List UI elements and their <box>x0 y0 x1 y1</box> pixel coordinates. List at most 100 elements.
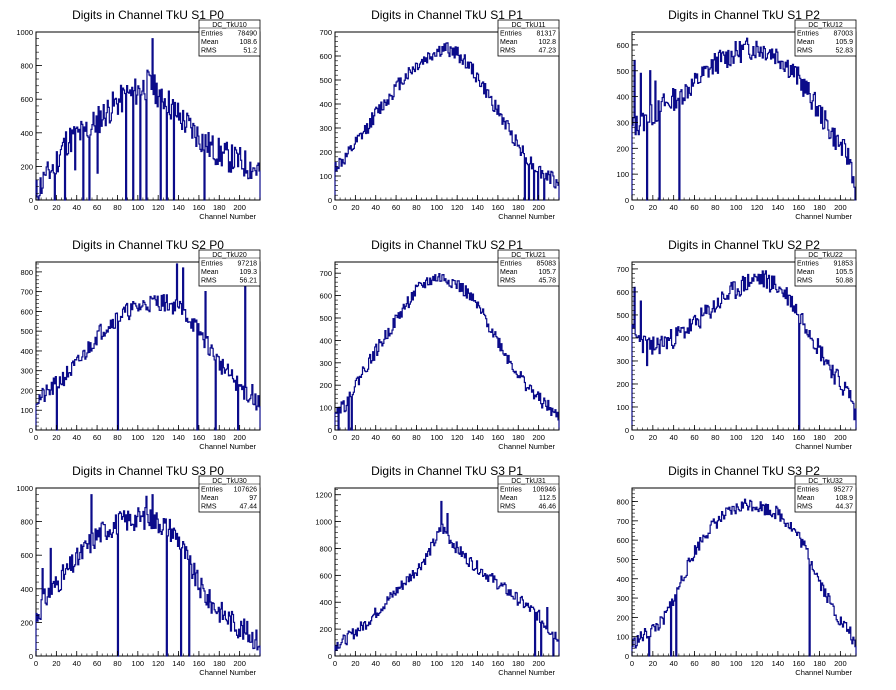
stats-name: DC_TkU22 <box>808 252 843 259</box>
stats-name: DC_TkU30 <box>212 478 247 485</box>
y-tick-label: 400 <box>20 347 33 356</box>
x-tick-label: 180 <box>813 659 826 668</box>
stats-box <box>497 249 560 287</box>
stats-value: 51.2 <box>243 48 257 55</box>
y-tick-label: 100 <box>319 172 332 181</box>
panel-title: Digits in Channel TkU S2 P0 <box>72 238 224 252</box>
y-tick-label: 600 <box>616 536 629 545</box>
stats-key: Entries <box>201 261 223 268</box>
y-tick-label: 500 <box>616 67 629 76</box>
stats-value: 87003 <box>834 31 854 38</box>
y-tick-label: 600 <box>20 95 33 104</box>
x-tick-label: 200 <box>834 659 847 668</box>
histogram-panel: Digits in Channel TkU S2 P0 0 20 40 60 80 100 1… <box>20 238 261 451</box>
x-tick-label: 160 <box>492 203 505 212</box>
x-tick-label: 60 <box>690 433 698 442</box>
histogram-line <box>631 37 857 201</box>
stats-value: 112.5 <box>539 495 556 502</box>
stats-value: 52.83 <box>835 48 853 55</box>
y-tick-label: 500 <box>20 327 33 336</box>
x-tick-label: 60 <box>93 659 101 668</box>
x-axis-label: Channel Number <box>498 668 555 677</box>
x-tick-label: 140 <box>471 659 484 668</box>
stats-value: 106946 <box>533 487 556 494</box>
x-tick-label: 80 <box>711 203 719 212</box>
panel-title: Digits in Channel TkU S2 P2 <box>668 238 820 252</box>
stats-key: Entries <box>797 487 819 494</box>
y-tick-label: 200 <box>319 381 332 390</box>
x-tick-label: 160 <box>492 659 505 668</box>
plot-frame <box>35 31 261 201</box>
y-tick-label: 400 <box>616 575 629 584</box>
stats-key: RMS <box>797 504 813 511</box>
stats-key: Entries <box>201 487 223 494</box>
y-tick-label: 800 <box>319 544 332 553</box>
stats-box <box>497 475 560 513</box>
x-tick-label: 20 <box>52 203 60 212</box>
y-tick-label: 300 <box>616 118 629 127</box>
x-tick-label: 100 <box>730 659 743 668</box>
histogram-panel: Digits in Channel TkU S3 P2 0 20 40 60 80 100 1… <box>616 464 857 677</box>
x-tick-label: 0 <box>630 659 634 668</box>
x-axis-label: Channel Number <box>199 442 256 451</box>
stats-key: Mean <box>201 495 219 502</box>
x-tick-label: 180 <box>512 433 525 442</box>
stats-name: DC_TkU10 <box>212 22 247 29</box>
x-tick-label: 120 <box>152 659 165 668</box>
x-axis-label: Channel Number <box>498 442 555 451</box>
x-tick-label: 160 <box>792 659 805 668</box>
y-tick-label: 600 <box>319 571 332 580</box>
y-tick-label: 200 <box>616 380 629 389</box>
x-tick-label: 200 <box>233 203 246 212</box>
x-tick-label: 20 <box>52 433 60 442</box>
y-tick-label: 600 <box>20 551 33 560</box>
x-axis-label: Channel Number <box>498 212 555 221</box>
x-tick-label: 80 <box>113 433 121 442</box>
stats-value: 50.88 <box>835 278 853 285</box>
y-tick-label: 500 <box>616 311 629 320</box>
stats-key: Entries <box>500 261 522 268</box>
y-tick-label: 400 <box>616 334 629 343</box>
panel-title: Digits in Channel TkU S3 P1 <box>371 464 523 478</box>
stats-key: Entries <box>797 31 819 38</box>
stats-box <box>794 475 857 513</box>
stats-value: 45.78 <box>538 278 556 285</box>
y-tick-label: 0 <box>29 196 33 205</box>
x-tick-label: 120 <box>152 433 165 442</box>
x-tick-label: 180 <box>813 203 826 212</box>
y-tick-label: 200 <box>20 162 33 171</box>
histogram-panel: Digits in Channel TkU S2 P2 0 20 40 60 80 100 1… <box>616 238 857 451</box>
x-tick-label: 100 <box>132 433 145 442</box>
x-tick-label: 100 <box>132 203 145 212</box>
y-tick-label: 1000 <box>315 518 332 527</box>
x-tick-label: 40 <box>670 433 678 442</box>
x-tick-label: 40 <box>73 659 81 668</box>
x-tick-label: 20 <box>649 433 657 442</box>
y-tick-label: 200 <box>20 618 33 627</box>
x-tick-label: 120 <box>751 659 764 668</box>
x-tick-label: 100 <box>132 659 145 668</box>
y-tick-label: 400 <box>319 336 332 345</box>
stats-key: RMS <box>201 48 217 55</box>
stats-value: 108.6 <box>239 39 257 46</box>
x-tick-label: 60 <box>690 203 698 212</box>
x-tick-label: 140 <box>772 203 785 212</box>
stats-key: RMS <box>500 504 516 511</box>
x-tick-label: 100 <box>431 659 444 668</box>
stats-key: RMS <box>201 278 217 285</box>
stats-key: Mean <box>797 269 815 276</box>
histogram-line <box>35 263 261 431</box>
y-tick-label: 100 <box>20 406 33 415</box>
stats-box <box>198 475 261 513</box>
x-tick-label: 140 <box>471 203 484 212</box>
stats-value: 85083 <box>537 261 557 268</box>
x-tick-label: 100 <box>431 203 444 212</box>
stats-name: DC_TkU32 <box>808 478 843 485</box>
histogram-line <box>334 500 560 657</box>
y-tick-label: 800 <box>20 518 33 527</box>
stats-value: 95277 <box>834 487 854 494</box>
stats-value: 97 <box>249 495 257 502</box>
x-tick-label: 40 <box>670 203 678 212</box>
x-tick-label: 20 <box>351 433 359 442</box>
x-tick-label: 20 <box>649 203 657 212</box>
